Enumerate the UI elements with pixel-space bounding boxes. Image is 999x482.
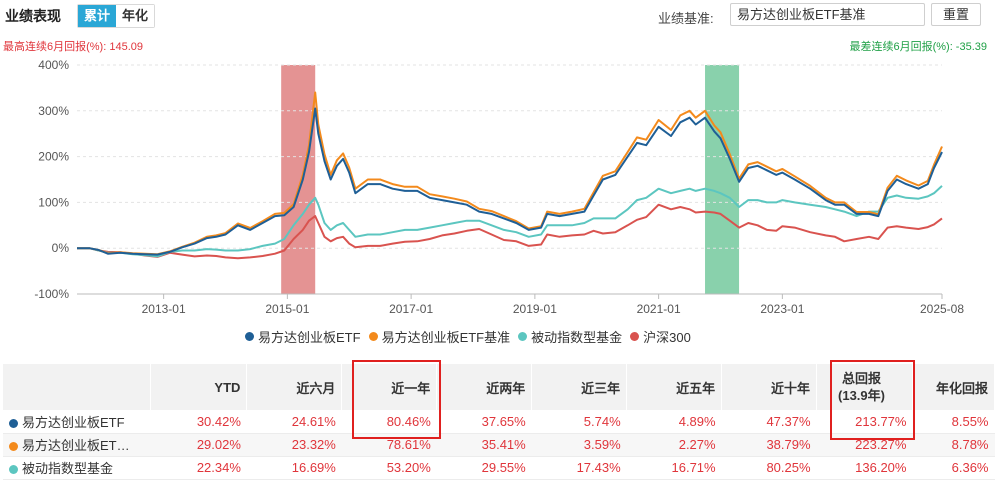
table-header-5y: 近五年 [626, 364, 723, 410]
total-cell: 223.27% [816, 433, 913, 457]
table-header-total: 总回报 (13.9年) [816, 364, 913, 410]
legend-dot [518, 332, 528, 341]
performance-chart: -100% 0% 100% 200% 300% 400% 2013-01 2015-01 201… [34, 58, 964, 316]
section-title: 业绩表现 [5, 8, 61, 24]
table-header-1y: 近一年 [341, 364, 438, 410]
3y-cell: 17.43% [531, 456, 627, 480]
6m-cell: 16.69% [246, 456, 342, 480]
legend-label: 被动指数型基金 [531, 330, 623, 345]
total-cell: 213.77% [816, 410, 913, 434]
total-cell: 136.20% [816, 456, 913, 480]
5y-cell: 2.27% [626, 433, 722, 457]
series-line-hs300 [77, 203, 943, 260]
mode-tabs: 累计 年化 [77, 4, 156, 28]
2y-cell: 37.65% [436, 410, 532, 434]
returns-table: YTD 近六月 近一年 近两年 近三年 近五年 近十年 总回报 (13.9年) … [3, 364, 996, 480]
benchmark-label: 业绩基准: [658, 11, 714, 26]
row-dot [9, 465, 18, 475]
x-tick-label: 2021-01 [637, 302, 681, 316]
series-line-benchmark [77, 91, 943, 256]
x-tick-label: 2013-01 [142, 302, 186, 316]
fund-name: 被动指数型基金 [22, 461, 114, 476]
series-line-etf [77, 107, 943, 256]
row-dot [9, 418, 18, 428]
6m-cell: 23.32% [246, 433, 342, 457]
max-6m-return: 最高连续6月回报(%): 145.09 [3, 41, 143, 53]
legend-label: 沪深300 [643, 330, 691, 345]
table-row: 易方达创业板ET… 29.02% 23.32% 78.61% 35.41% 3.… [3, 433, 995, 457]
y-tick-label: 100% [38, 195, 69, 209]
y-tick-label: -100% [34, 287, 69, 301]
3y-cell: 3.59% [531, 433, 627, 457]
x-tick-label: 2017-01 [389, 302, 433, 316]
annualized-cell: 6.36% [912, 456, 995, 480]
10y-cell: 38.79% [721, 433, 817, 457]
legend-item-passive[interactable]: 被动指数型基金 [518, 327, 622, 346]
legend-item-benchmark[interactable]: 易方达创业板ETF基准 [368, 327, 511, 346]
shaded-band-red [281, 65, 316, 294]
2y-cell: 29.55% [436, 456, 532, 480]
y-tick-label: 0% [52, 241, 70, 255]
table-header-total-sub: (13.9年) [838, 388, 885, 403]
table-header-total-label: 总回报 [841, 371, 881, 386]
reset-button[interactable]: 重置 [931, 3, 981, 26]
legend-dot [368, 332, 378, 341]
5y-cell: 4.89% [626, 410, 722, 434]
1y-cell: 53.20% [341, 456, 437, 480]
annualized-cell: 8.55% [912, 410, 995, 434]
legend-dot [245, 332, 254, 341]
table-header-10y: 近十年 [721, 364, 818, 410]
fund-name: 易方达创业板ETF [22, 414, 125, 430]
benchmark-select[interactable]: 易方达创业板ETF基准 [730, 3, 925, 26]
y-tick-label: 400% [38, 58, 69, 72]
legend-dot [630, 332, 640, 341]
header: 业绩表现 累计 年化 业绩基准: 易方达创业板ETF基准 重置 [0, 0, 999, 34]
table-row: 易方达创业板ETF 30.42% 24.61% 80.46% 37.65% 5.… [3, 410, 995, 434]
chart-legend: 易方达创业板ETF 易方达创业板ETF基准 被动指数型基金 沪深300 [245, 327, 699, 346]
table-header-row: YTD 近六月 近一年 近两年 近三年 近五年 近十年 总回报 (13.9年) … [3, 364, 996, 410]
x-tick-label: 2019-01 [513, 302, 557, 316]
y-tick-label: 200% [38, 150, 69, 164]
6m-cell: 24.61% [246, 410, 342, 434]
fund-name: 易方达创业板ET… [22, 438, 130, 453]
3y-cell: 5.74% [531, 410, 627, 434]
10y-cell: 80.25% [721, 456, 817, 480]
table-header-annualized: 年化回报 [912, 364, 996, 410]
5y-cell: 16.71% [626, 456, 722, 480]
10y-cell: 47.37% [721, 410, 817, 434]
fund-name-cell: 被动指数型基金 [3, 456, 151, 480]
1y-cell: 80.46% [341, 410, 437, 434]
1y-cell: 78.61% [341, 433, 437, 457]
legend-label: 易方达创业板ETF [258, 330, 361, 345]
2y-cell: 35.41% [436, 433, 532, 457]
annualized-cell: 8.78% [912, 433, 995, 457]
fund-name-cell: 易方达创业板ET… [3, 433, 151, 457]
table-header-3y: 近三年 [531, 364, 628, 410]
tab-cumulative[interactable]: 累计 [78, 5, 117, 27]
tab-annualized[interactable]: 年化 [116, 5, 155, 27]
legend-label: 易方达创业板ETF基准 [381, 330, 511, 345]
ytd-cell: 29.02% [150, 433, 247, 457]
x-tick-label: 2025-08 [920, 302, 964, 316]
table-header [3, 364, 152, 410]
legend-item-hs300[interactable]: 沪深300 [630, 327, 691, 346]
y-tick-label: 300% [38, 104, 69, 118]
ytd-cell: 30.42% [150, 410, 247, 434]
table-header-6m: 近六月 [246, 364, 343, 410]
table-header-ytd: YTD [150, 364, 248, 410]
x-tick-label: 2023-01 [760, 302, 804, 316]
fund-name-cell: 易方达创业板ETF [3, 410, 151, 434]
ytd-cell: 22.34% [150, 456, 247, 480]
table-row: 被动指数型基金 22.34% 16.69% 53.20% 29.55% 17.4… [3, 456, 995, 480]
shaded-band-green [705, 65, 740, 294]
row-dot [9, 442, 18, 452]
table-header-2y: 近两年 [436, 364, 533, 410]
x-tick-label: 2015-01 [265, 302, 309, 316]
min-6m-return: 最差连续6月回报(%): -35.39 [849, 41, 987, 53]
series-line-passive [77, 185, 943, 258]
legend-item-etf[interactable]: 易方达创业板ETF [245, 327, 361, 346]
